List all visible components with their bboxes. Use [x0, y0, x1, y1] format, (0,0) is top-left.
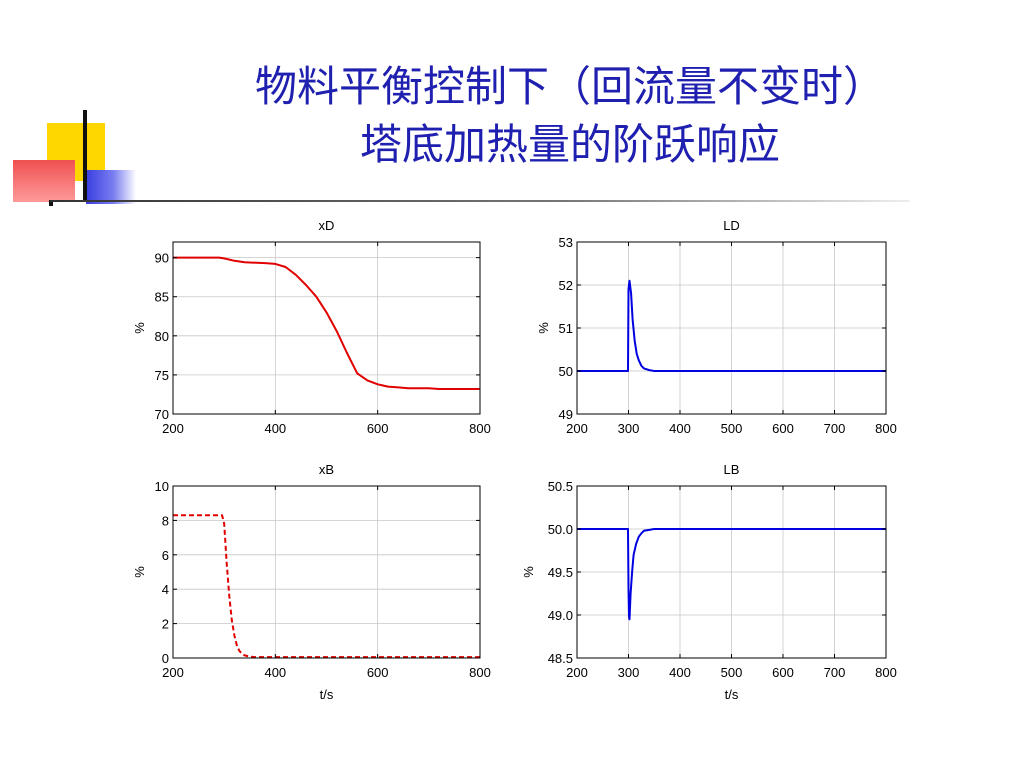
x-axis-label: t/s	[725, 687, 739, 702]
x-tick-label: 300	[618, 421, 640, 436]
x-tick-label: 400	[669, 421, 691, 436]
x-tick-label: 600	[367, 665, 389, 680]
x-tick-label: 200	[162, 421, 184, 436]
y-tick-label: 49	[559, 407, 573, 422]
y-tick-label: 49.0	[548, 608, 573, 623]
x-tick-label: 800	[469, 421, 491, 436]
series-line-xb	[173, 514, 480, 659]
y-tick-label: 50.5	[548, 479, 573, 494]
x-tick-label: 700	[824, 665, 846, 680]
chart-panel-lb: 200 300 400 500 600 700 800 48.5 49.0 49.5 50.0 50.…	[521, 462, 897, 702]
chart-title: xD	[319, 218, 335, 233]
y-tick-label: 8	[162, 513, 169, 528]
decor-red-square	[13, 160, 75, 202]
x-tick-label: 400	[669, 665, 691, 680]
axes-frame	[172, 485, 481, 659]
slide-title-line-1: 物料平衡控制下（回流量不变时）	[254, 62, 885, 111]
chart-title: LD	[723, 218, 740, 233]
plot-area	[173, 242, 480, 414]
axes-frame	[172, 241, 481, 415]
y-tick-label: 48.5	[548, 651, 573, 666]
y-tick-label: 90	[155, 251, 169, 266]
chart-title: LB	[724, 462, 740, 477]
x-tick-label: 600	[367, 421, 389, 436]
y-tick-label: 6	[162, 548, 169, 563]
x-tick-label: 400	[264, 421, 286, 436]
y-tick-label: 2	[162, 617, 169, 632]
y-tick-label: 10	[155, 479, 169, 494]
x-tick-label: 600	[772, 665, 794, 680]
series-line-xd	[173, 256, 480, 390]
plot-area	[173, 486, 480, 658]
y-axis-label: %	[132, 566, 147, 578]
series-line-lb	[577, 528, 886, 621]
x-tick-label: 800	[875, 421, 897, 436]
x-axis-label: t/s	[320, 687, 334, 702]
y-axis-label: %	[521, 566, 536, 578]
x-tick-label: 800	[875, 665, 897, 680]
y-tick-label: 50	[559, 364, 573, 379]
x-tick-label: 200	[566, 665, 588, 680]
x-tick-label: 200	[162, 665, 184, 680]
y-tick-label: 52	[559, 278, 573, 293]
y-axis-label: %	[536, 322, 551, 334]
decor-vertical-line	[83, 110, 87, 202]
y-tick-label: 75	[155, 368, 169, 383]
y-tick-label: 80	[155, 329, 169, 344]
y-tick-label: 53	[559, 235, 573, 250]
y-tick-label: 70	[155, 407, 169, 422]
y-axis-label: %	[132, 322, 147, 334]
x-tick-label: 200	[566, 421, 588, 436]
decor-blue-square	[86, 170, 136, 204]
slide-title: 物料平衡控制下（回流量不变时） 塔底加热量的阶跃响应	[150, 58, 990, 174]
x-tick-label: 800	[469, 665, 491, 680]
y-tick-label: 85	[155, 290, 169, 305]
title-divider-line	[50, 200, 910, 202]
chart-panel-ld: 200 300 400 500 600 700 800 49 50 51 52 53 LD%	[536, 218, 897, 436]
chart-panel-xd: 200 400 600 800 70 75 80 85 90 xD%	[132, 218, 491, 436]
chart-panel-xb: 200 400 600 800 0 2 4 6 8 10 xB% t/s	[132, 462, 491, 702]
y-tick-label: 4	[162, 582, 169, 597]
series-line-ld	[577, 279, 886, 372]
y-tick-label: 51	[559, 321, 573, 336]
x-tick-label: 500	[721, 665, 743, 680]
slide-title-line-2: 塔底加热量的阶跃响应	[359, 120, 780, 169]
x-tick-label: 300	[618, 665, 640, 680]
x-tick-label: 500	[721, 421, 743, 436]
y-tick-label: 0	[162, 651, 169, 666]
chart-title: xB	[319, 462, 334, 477]
x-tick-label: 600	[772, 421, 794, 436]
x-tick-label: 700	[824, 421, 846, 436]
x-tick-label: 400	[264, 665, 286, 680]
y-tick-label: 50.0	[548, 522, 573, 537]
decor-small-mark	[49, 200, 53, 206]
y-tick-label: 49.5	[548, 565, 573, 580]
